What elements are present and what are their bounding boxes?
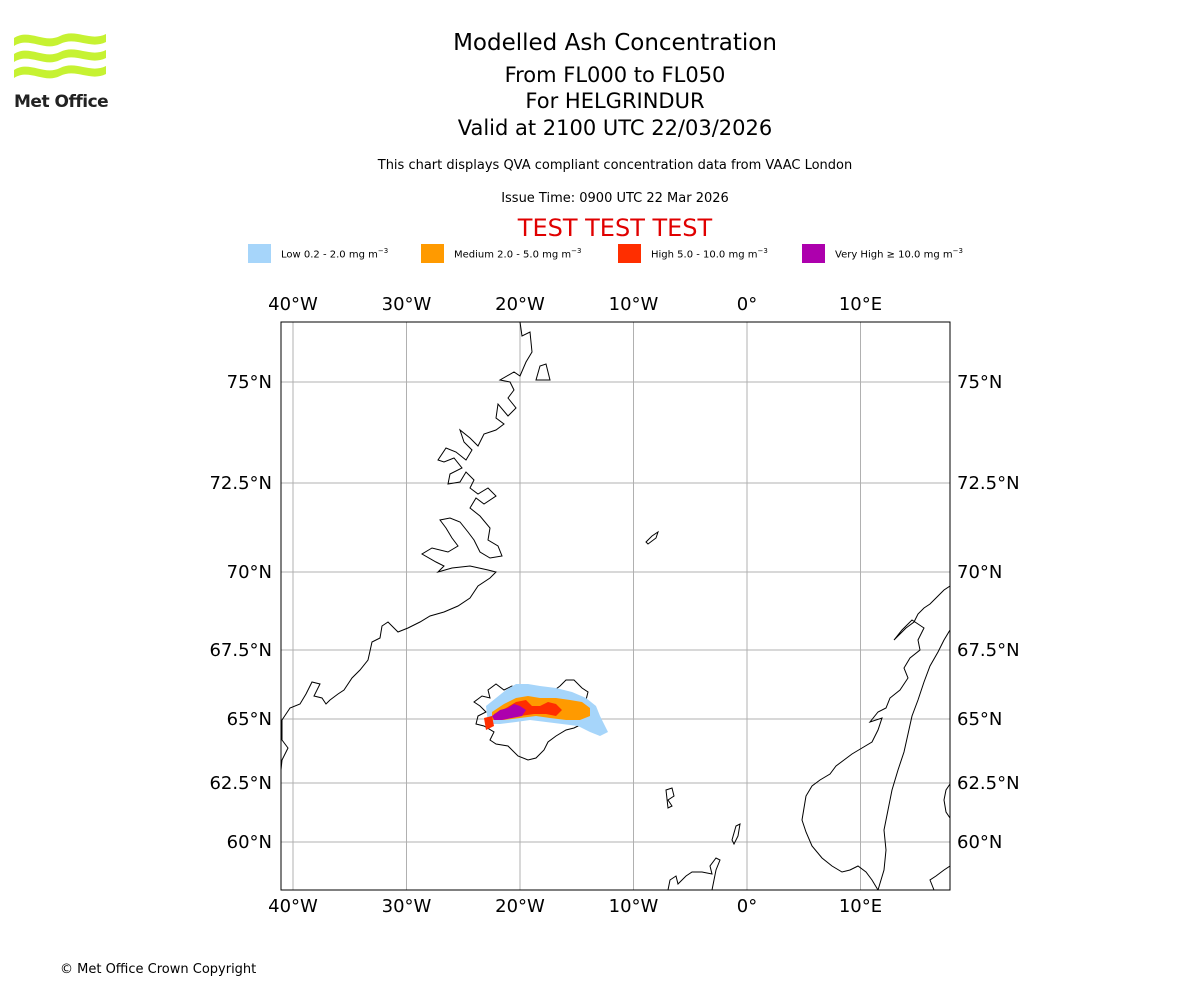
legend-swatch-very-high	[802, 244, 825, 263]
sweden-coastline	[929, 865, 950, 890]
legend-item-low: Low 0.2 - 2.0 mg m−3	[248, 244, 388, 263]
jan-mayen-coastline	[645, 530, 659, 545]
legend-swatch-low	[248, 244, 271, 263]
latitude-label-left: 67.5°N	[209, 640, 272, 661]
legend-swatch-medium	[421, 244, 444, 263]
faroe-coastline	[665, 787, 675, 809]
volcano-name: For HELGRINDUR	[525, 89, 705, 113]
legend-unit-exponent: −3	[377, 246, 389, 255]
valid-time: Valid at 2100 UTC 22/03/2026	[457, 116, 773, 140]
longitude-label-bottom: 30°W	[382, 896, 432, 917]
issue-time: Issue Time: 0900 UTC 22 Mar 2026	[501, 191, 729, 206]
legend-label-low: Low 0.2 - 2.0 mg m	[281, 249, 378, 261]
latitude-label-left: 70°N	[227, 562, 272, 583]
flight-level-range: From FL000 to FL050	[504, 63, 726, 87]
map-frame	[280, 321, 951, 891]
longitude-label-top: 10°E	[839, 294, 882, 315]
latitude-label-left: 65°N	[227, 709, 272, 730]
legend-label-very-high: Very High ≥ 10.0 mg m	[835, 249, 953, 261]
latitude-label-left: 60°N	[227, 832, 272, 853]
ash-area-high-west	[484, 716, 494, 730]
axis-labels: 40°W 40°W 30°W 30°W 20°W 20°W 10°W 10°W 0° 0° 10°E…	[209, 294, 1019, 917]
legend-swatch-high	[618, 244, 641, 263]
legend-item-high: High 5.0 - 10.0 mg m−3	[618, 244, 768, 263]
norway-coastline	[801, 585, 950, 890]
longitude-label-top: 20°W	[495, 294, 545, 315]
chart-subtitle: This chart displays QVA compliant concen…	[377, 158, 853, 173]
longitude-label-bottom: 0°	[737, 896, 757, 917]
met-office-logo-waves	[14, 33, 106, 79]
norway-coastline-east	[877, 629, 950, 890]
shetland-coastline	[731, 823, 741, 846]
latitude-label-left: 72.5°N	[209, 473, 272, 494]
legend-unit-exponent: −3	[757, 246, 768, 255]
latitude-label-left: 75°N	[227, 372, 272, 393]
legend-label-high: High 5.0 - 10.0 mg m	[651, 249, 758, 261]
latitude-label-right: 70°N	[957, 562, 1002, 583]
map-gridlines	[281, 322, 950, 890]
longitude-label-top: 10°W	[609, 294, 659, 315]
latitude-label-right: 75°N	[957, 372, 1002, 393]
ash-plume	[484, 684, 608, 736]
chart-title: Modelled Ash Concentration	[453, 30, 777, 56]
longitude-label-bottom: 10°W	[609, 896, 659, 917]
latitude-label-right: 65°N	[957, 709, 1002, 730]
met-office-logo-text: Met Office	[14, 92, 109, 112]
longitude-label-top: 30°W	[382, 294, 432, 315]
island-coastline	[535, 363, 551, 381]
latitude-label-right: 60°N	[957, 832, 1002, 853]
longitude-label-top: 0°	[737, 294, 757, 315]
legend-item-medium: Medium 2.0 - 5.0 mg m−3	[421, 244, 581, 263]
latitude-label-right: 67.5°N	[957, 640, 1020, 661]
longitude-label-bottom: 10°E	[839, 896, 882, 917]
legend-label-medium: Medium 2.0 - 5.0 mg m	[454, 249, 572, 261]
latitude-label-right: 72.5°N	[957, 473, 1020, 494]
longitude-label-bottom: 20°W	[495, 896, 545, 917]
scotland-coastline	[667, 857, 721, 890]
ash-area-very-high	[492, 704, 526, 720]
latitude-label-left: 62.5°N	[209, 773, 272, 794]
greenland-coastline	[281, 322, 533, 771]
gulf-coastline	[943, 783, 950, 819]
longitude-label-bottom: 40°W	[268, 896, 318, 917]
longitude-label-top: 40°W	[268, 294, 318, 315]
test-banner: TEST TEST TEST	[517, 214, 713, 242]
met-office-logo	[14, 30, 106, 90]
latitude-label-right: 62.5°N	[957, 773, 1020, 794]
legend-item-very-high: Very High ≥ 10.0 mg m−3	[802, 244, 963, 263]
legend-unit-exponent: −3	[952, 246, 963, 255]
legend-unit-exponent: −3	[571, 246, 582, 255]
copyright-notice: © Met Office Crown Copyright	[60, 962, 257, 977]
